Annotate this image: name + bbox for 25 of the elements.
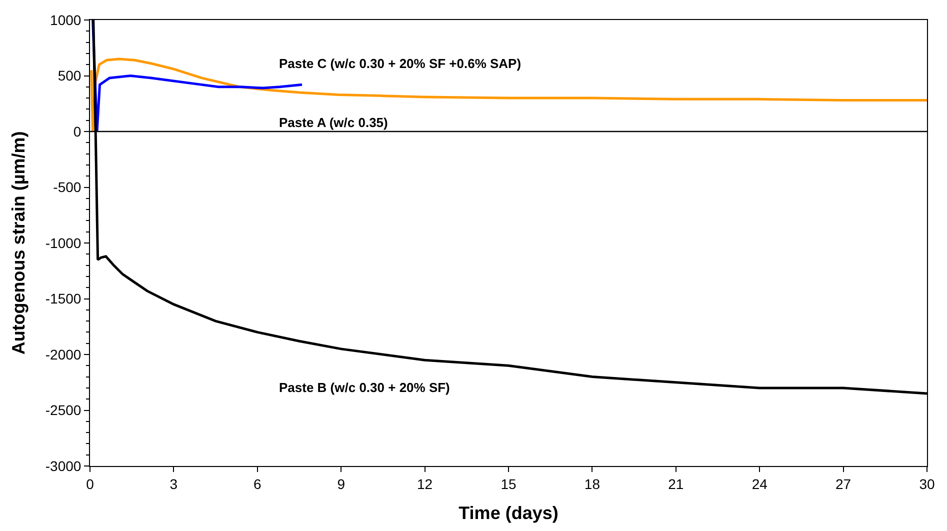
x-axis-title: Time (days) <box>458 502 558 523</box>
x-tick-label: 21 <box>668 476 684 492</box>
y-tick-label: 0 <box>73 123 82 140</box>
series-label: Paste A (w/c 0.35) <box>279 115 388 130</box>
y-tick-label: -1500 <box>45 290 82 307</box>
x-tick-label: 6 <box>254 476 262 492</box>
x-tick-label: 24 <box>752 476 768 492</box>
x-tick-label: 9 <box>337 476 346 492</box>
x-tick-label: 30 <box>919 476 935 492</box>
y-tick-label: -2500 <box>45 402 82 418</box>
y-axis-title: Autogenous strain (µm/m) <box>8 131 29 355</box>
series-label: Paste B (w/c 0.30 + 20% SF) <box>279 380 450 395</box>
y-tick-label: -2000 <box>45 346 82 362</box>
x-tick-label: 15 <box>500 476 516 492</box>
x-tick-label: 0 <box>86 476 94 492</box>
x-tick-label: 27 <box>836 476 852 492</box>
y-tick-label: -3000 <box>45 458 82 474</box>
y-tick-label: 500 <box>58 68 82 84</box>
y-tick-label: 1000 <box>50 12 82 28</box>
y-tick-label: -500 <box>53 179 82 196</box>
x-tick-label: 18 <box>584 476 600 492</box>
x-tick-label: 12 <box>417 476 433 492</box>
x-tick-label: 3 <box>170 476 178 492</box>
series-label: Paste C (w/c 0.30 + 20% SF +0.6% SAP) <box>279 56 522 71</box>
y-tick-label: -1000 <box>45 234 82 251</box>
